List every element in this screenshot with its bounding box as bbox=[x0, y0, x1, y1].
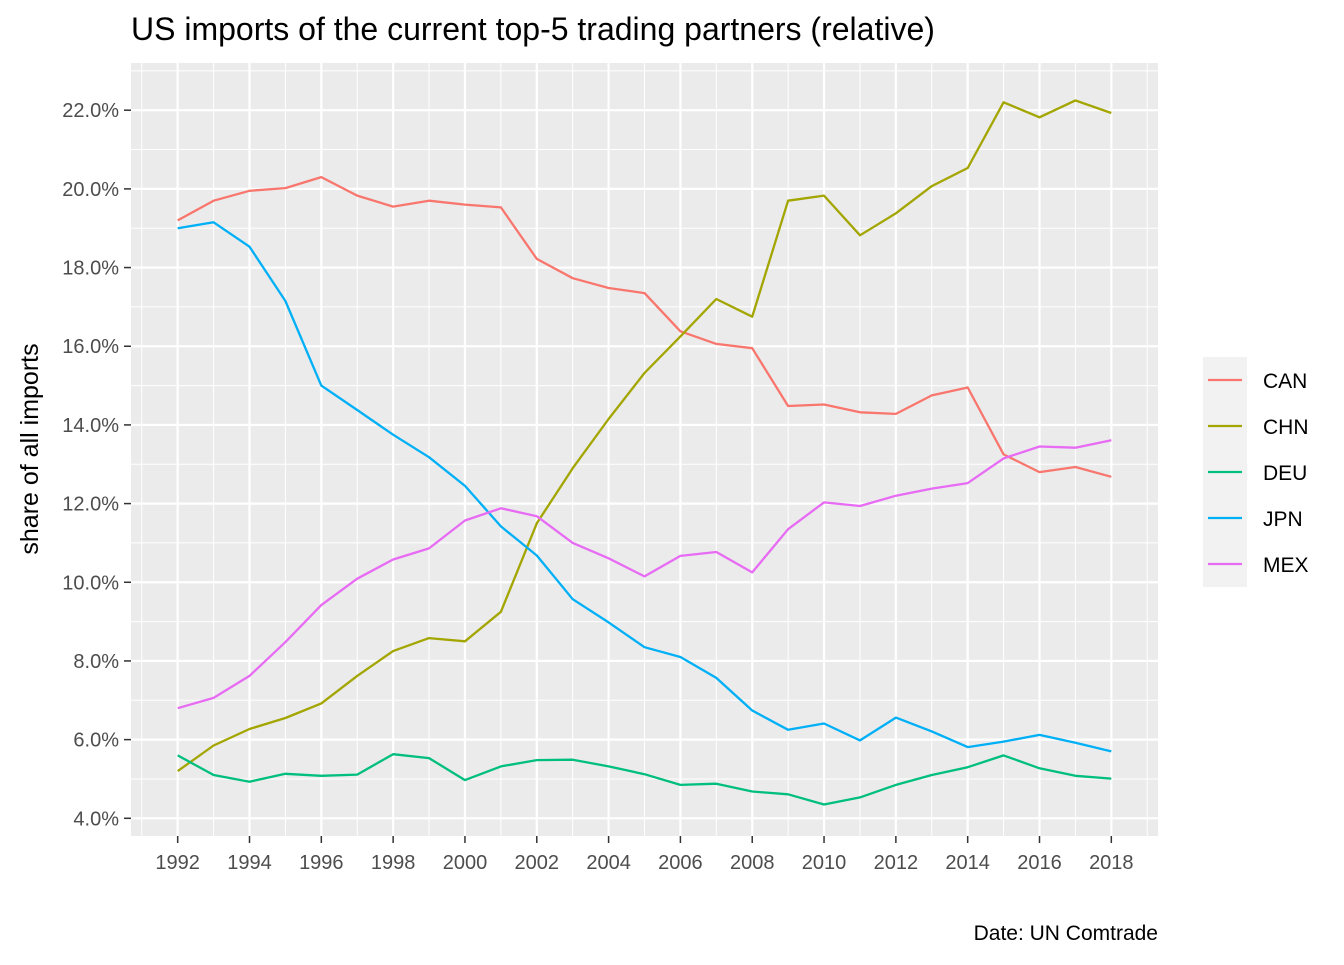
x-tick-label: 1996 bbox=[299, 852, 344, 874]
x-tick-label: 2004 bbox=[586, 852, 631, 874]
y-tick-label: 20.0% bbox=[62, 179, 119, 201]
series-line-chn bbox=[177, 99, 1112, 773]
x-tick-label: 2014 bbox=[945, 852, 990, 874]
x-tick-label: 2002 bbox=[515, 852, 560, 874]
x-tick-label: 1992 bbox=[155, 852, 200, 874]
legend-label-jpn: JPN bbox=[1263, 508, 1303, 531]
series-line-jpn bbox=[177, 221, 1112, 753]
y-axis-label: share of all imports bbox=[16, 343, 44, 554]
y-tick-label: 22.0% bbox=[62, 100, 119, 122]
y-tick-label: 8.0% bbox=[73, 651, 119, 673]
y-tick-label: 6.0% bbox=[73, 730, 119, 752]
chart-title: US imports of the current top-5 trading … bbox=[131, 11, 935, 47]
y-tick-label: 10.0% bbox=[62, 572, 119, 594]
legend-label-chn: CHN bbox=[1263, 416, 1309, 439]
series-lines bbox=[177, 99, 1112, 806]
legend-label-mex: MEX bbox=[1263, 554, 1309, 577]
y-tick-label: 16.0% bbox=[62, 336, 119, 358]
minor-gridlines bbox=[131, 63, 1158, 836]
series-line-deu bbox=[177, 753, 1112, 806]
x-tick-label: 2018 bbox=[1089, 852, 1134, 874]
y-tick-label: 14.0% bbox=[62, 415, 119, 437]
x-tick-label: 1994 bbox=[227, 852, 272, 874]
legend-label-deu: DEU bbox=[1263, 462, 1307, 485]
legend-label-can: CAN bbox=[1263, 370, 1307, 393]
series-line-can bbox=[177, 175, 1112, 478]
x-tick-label: 1998 bbox=[371, 852, 416, 874]
x-tick-label: 2010 bbox=[802, 852, 847, 874]
x-tick-label: 2006 bbox=[658, 852, 703, 874]
x-axis: 1992 1994 1996 1998 2000 2002 2004 2006 2008 2010… bbox=[155, 836, 1134, 874]
y-tick-label: 18.0% bbox=[62, 258, 119, 280]
x-tick-label: 2000 bbox=[443, 852, 488, 874]
series-line-mex bbox=[177, 439, 1112, 710]
x-tick-label: 2012 bbox=[874, 852, 919, 874]
y-tick-label: 4.0% bbox=[73, 808, 119, 830]
x-tick-label: 2008 bbox=[730, 852, 775, 874]
x-tick-label: 2016 bbox=[1017, 852, 1062, 874]
y-axis: 4.0% 6.0% 8.0% 10.0% 12.0% 14.0% 16.0% 18.0% 20.… bbox=[62, 100, 131, 830]
legend: CAN CHN DEU JPN MEX bbox=[1203, 357, 1309, 587]
y-tick-label: 12.0% bbox=[62, 494, 119, 516]
chart-caption: Date: UN Comtrade bbox=[974, 922, 1158, 945]
